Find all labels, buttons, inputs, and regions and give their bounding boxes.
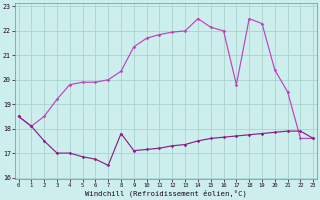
X-axis label: Windchill (Refroidissement éolien,°C): Windchill (Refroidissement éolien,°C): [85, 190, 247, 197]
